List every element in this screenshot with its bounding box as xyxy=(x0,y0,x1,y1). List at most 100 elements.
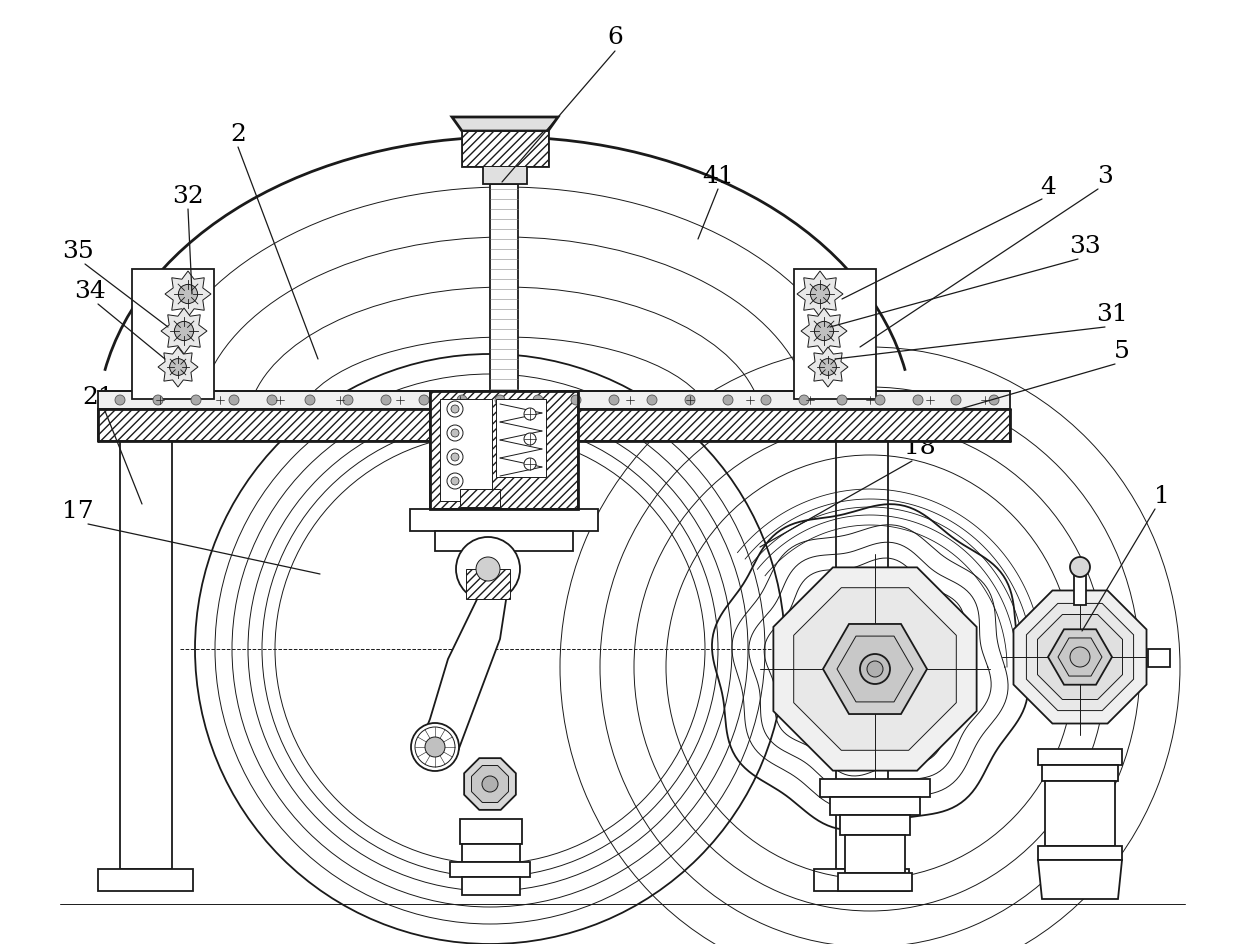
Text: 41: 41 xyxy=(703,165,733,188)
Bar xyxy=(483,165,527,185)
Bar xyxy=(840,815,909,835)
Polygon shape xyxy=(159,347,198,388)
Circle shape xyxy=(647,396,657,406)
Polygon shape xyxy=(797,272,843,318)
Circle shape xyxy=(451,406,458,413)
Bar xyxy=(496,399,546,478)
Circle shape xyxy=(814,322,834,341)
Polygon shape xyxy=(472,766,508,802)
Text: 32: 32 xyxy=(172,185,204,209)
Circle shape xyxy=(685,396,695,406)
Circle shape xyxy=(451,478,458,485)
Bar xyxy=(460,819,522,844)
Text: 4: 4 xyxy=(1040,177,1056,199)
Bar xyxy=(820,779,930,797)
Bar xyxy=(1074,567,1087,605)
Circle shape xyxy=(191,396,201,406)
Circle shape xyxy=(457,396,467,406)
Circle shape xyxy=(810,285,830,304)
Polygon shape xyxy=(465,758,515,810)
Text: 35: 35 xyxy=(62,240,94,263)
Bar xyxy=(1149,649,1170,667)
Circle shape xyxy=(115,396,125,406)
Bar xyxy=(1038,750,1123,766)
Circle shape xyxy=(867,662,883,677)
Text: 3: 3 xyxy=(1097,165,1113,188)
Polygon shape xyxy=(1014,591,1146,724)
Bar xyxy=(1042,766,1118,782)
Bar xyxy=(435,531,572,551)
Circle shape xyxy=(524,459,536,470)
Circle shape xyxy=(913,396,923,406)
Bar xyxy=(836,442,888,869)
Text: 17: 17 xyxy=(62,500,94,523)
Bar xyxy=(814,869,909,891)
Circle shape xyxy=(451,430,458,437)
Circle shape xyxy=(170,360,186,376)
Circle shape xyxy=(451,453,458,462)
Circle shape xyxy=(838,396,847,406)
Bar xyxy=(462,132,548,167)
Circle shape xyxy=(496,396,506,406)
Text: 33: 33 xyxy=(1069,235,1101,259)
Bar xyxy=(830,797,921,815)
Polygon shape xyxy=(1038,860,1123,899)
Circle shape xyxy=(571,396,581,406)
Circle shape xyxy=(952,396,961,406)
Circle shape xyxy=(229,396,239,406)
Polygon shape xyxy=(165,272,211,318)
Bar xyxy=(1044,782,1115,846)
Circle shape xyxy=(343,396,353,406)
Polygon shape xyxy=(452,118,558,132)
Circle shape xyxy=(175,322,193,341)
Circle shape xyxy=(447,426,463,442)
Bar xyxy=(845,835,904,873)
Polygon shape xyxy=(420,580,508,759)
Polygon shape xyxy=(1026,604,1134,711)
Bar xyxy=(1038,846,1123,860)
Circle shape xyxy=(411,723,458,771)
Bar xyxy=(489,185,518,399)
Circle shape xyxy=(724,396,733,406)
Bar xyxy=(462,844,520,862)
Circle shape xyxy=(456,537,520,601)
Circle shape xyxy=(266,396,278,406)
Bar xyxy=(462,132,548,167)
Circle shape xyxy=(875,396,885,406)
Circle shape xyxy=(482,776,498,792)
Text: 1: 1 xyxy=(1154,485,1170,508)
Circle shape xyxy=(1070,557,1090,578)
Circle shape xyxy=(860,654,890,684)
Circle shape xyxy=(305,396,315,406)
Text: 6: 6 xyxy=(607,26,623,49)
Circle shape xyxy=(447,449,463,465)
Bar xyxy=(133,270,214,399)
Bar xyxy=(98,410,1010,442)
Circle shape xyxy=(799,396,809,406)
Circle shape xyxy=(1070,648,1090,667)
Bar xyxy=(430,392,579,510)
Circle shape xyxy=(610,396,620,406)
Circle shape xyxy=(425,737,445,757)
Bar xyxy=(120,442,172,869)
Polygon shape xyxy=(773,567,976,771)
Bar xyxy=(430,392,579,510)
Circle shape xyxy=(533,396,543,406)
Text: 2: 2 xyxy=(230,124,245,146)
Text: 34: 34 xyxy=(74,280,105,303)
Circle shape xyxy=(178,285,197,304)
Bar xyxy=(462,877,520,895)
Circle shape xyxy=(447,401,463,417)
Polygon shape xyxy=(823,624,927,715)
Polygon shape xyxy=(1037,615,1123,700)
Text: 31: 31 xyxy=(1097,303,1127,327)
Circle shape xyxy=(524,433,536,446)
Bar xyxy=(838,873,912,891)
Circle shape xyxy=(476,557,501,582)
Bar xyxy=(460,490,501,508)
Text: 18: 18 xyxy=(904,436,935,459)
Polygon shape xyxy=(808,347,847,388)
Circle shape xyxy=(419,396,429,406)
Polygon shape xyxy=(466,569,510,599)
Circle shape xyxy=(524,409,536,421)
